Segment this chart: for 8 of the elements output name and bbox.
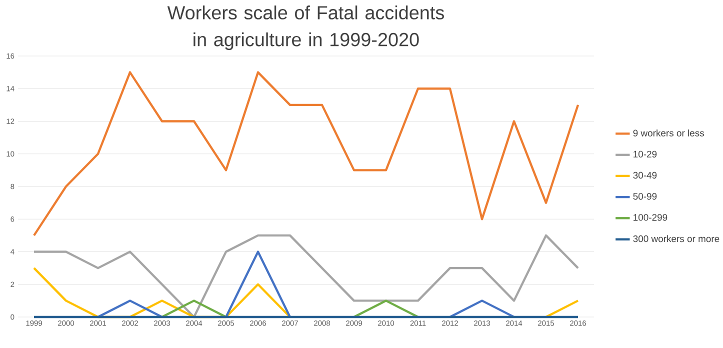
legend-label: 300 workers or more — [633, 235, 720, 242]
chart-title: Workers scale of Fatal accidents in agriculture in 1999-2020 — [167, 6, 444, 50]
legend-label: 10-29 — [634, 150, 657, 158]
line-series — [32, 71, 580, 237]
legend-label: 50-99 — [633, 192, 657, 200]
legend-label: 9 workers or less — [633, 129, 704, 136]
legend-label: 100-299 — [634, 214, 668, 221]
legend-label: 30-49 — [633, 172, 657, 179]
